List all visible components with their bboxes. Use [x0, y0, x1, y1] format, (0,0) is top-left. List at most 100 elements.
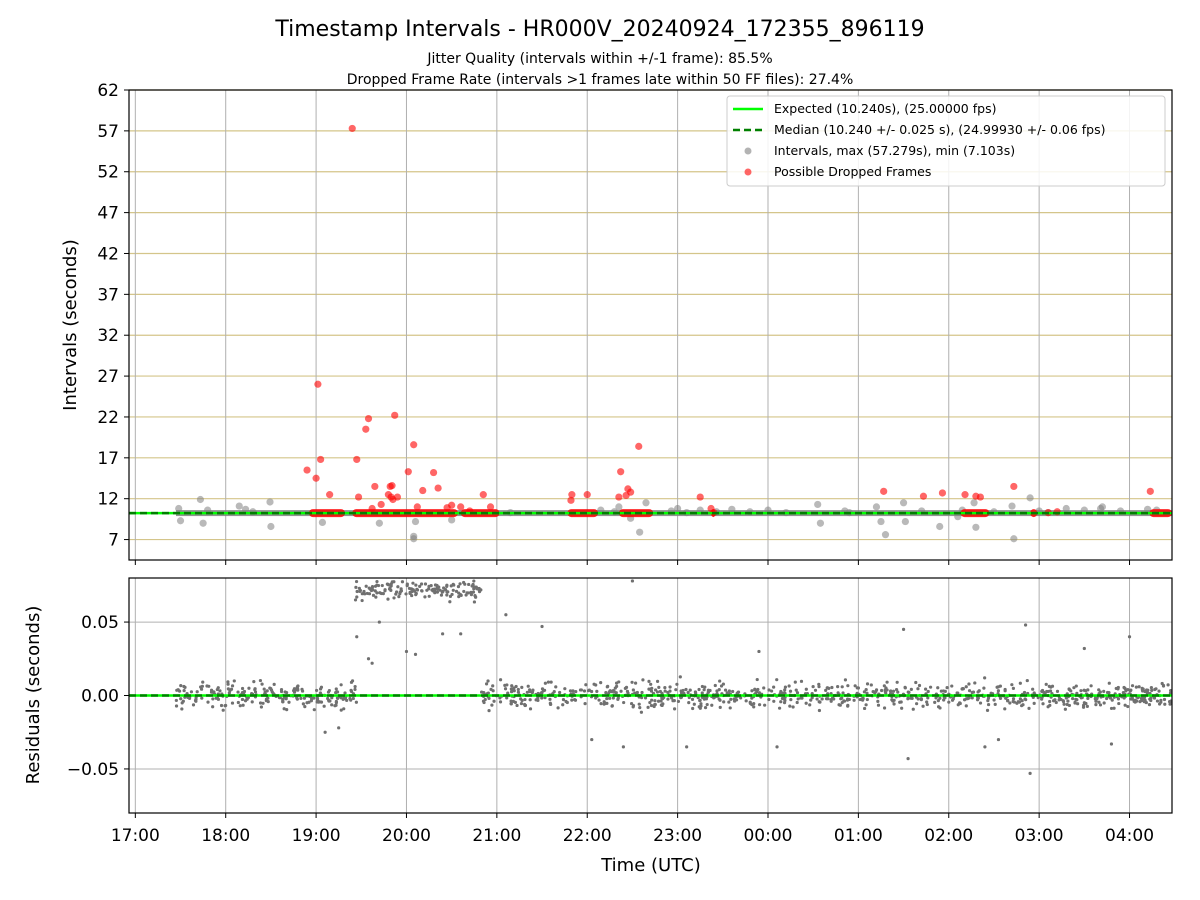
residual-point	[250, 700, 254, 704]
residual-point	[631, 688, 635, 692]
residual-point	[471, 582, 475, 587]
y-tick-label: 57	[97, 122, 119, 142]
residual-outlier	[630, 579, 635, 583]
residual-point	[1112, 706, 1116, 710]
residual-point	[705, 702, 709, 707]
dropped-point	[1146, 487, 1154, 495]
residual-point	[985, 708, 990, 712]
residual-point	[469, 593, 474, 597]
dropped-point	[410, 441, 418, 449]
interval-point	[872, 503, 881, 511]
residual-point	[1006, 699, 1010, 703]
residual-point	[605, 701, 609, 705]
residual-point	[375, 583, 379, 587]
residual-point	[1066, 699, 1070, 703]
residual-point	[536, 698, 540, 702]
residual-point	[383, 588, 387, 592]
residual-point	[561, 703, 565, 707]
residual-point	[253, 687, 257, 691]
residual-point	[856, 686, 861, 690]
residual-point	[353, 598, 358, 602]
interval-point	[636, 528, 644, 536]
residual-point	[283, 690, 287, 694]
residual-point	[978, 701, 983, 705]
residual-point	[1085, 704, 1089, 708]
residual-point	[328, 699, 332, 703]
residual-point	[843, 678, 848, 682]
residual-point	[1044, 682, 1048, 686]
residual-point	[565, 700, 569, 705]
residual-point	[891, 689, 896, 693]
residual-point	[650, 698, 654, 702]
residual-point	[353, 684, 357, 689]
legend-dropped-label: Possible Dropped Frames	[774, 164, 931, 179]
dropped-point	[364, 414, 373, 423]
residual-point	[1109, 706, 1114, 711]
residual-point	[1117, 701, 1121, 706]
residual-point	[657, 685, 661, 689]
residual-point	[1076, 702, 1080, 706]
residual-point	[1074, 684, 1078, 688]
residual-point	[783, 698, 787, 703]
interval-point	[901, 517, 909, 526]
dropped-point	[391, 411, 399, 419]
residual-point	[404, 592, 408, 596]
residual-point	[753, 687, 757, 691]
residual-point	[928, 685, 933, 689]
residual-point	[301, 702, 305, 706]
residual-point	[319, 700, 324, 704]
residual-point	[1061, 699, 1066, 704]
residual-point	[420, 589, 424, 593]
residual-point	[435, 590, 440, 594]
residual-point	[452, 583, 456, 587]
x-tick-label: 01:00	[834, 826, 883, 846]
dropped-point	[635, 442, 643, 450]
residual-point	[650, 686, 654, 690]
residual-point	[1081, 705, 1086, 709]
residual-point	[367, 592, 372, 596]
residual-point	[783, 685, 788, 689]
residual-point	[876, 699, 880, 703]
residual-point	[448, 594, 453, 598]
residual-point	[456, 585, 461, 589]
intervals-frame	[128, 89, 1173, 561]
y-tick-label: 7	[108, 531, 119, 551]
residual-point	[371, 588, 375, 592]
residual-point	[487, 709, 491, 713]
residual-point	[1015, 701, 1019, 705]
residual-point	[862, 690, 866, 694]
residual-point	[259, 705, 264, 709]
residual-point	[1147, 703, 1152, 707]
residual-point	[1124, 689, 1128, 693]
dropped-point	[486, 503, 495, 511]
residual-point	[640, 690, 644, 695]
x-axis-label: Time (UTC)	[600, 855, 701, 876]
residual-point	[471, 590, 476, 594]
residual-point	[923, 687, 928, 691]
interval-point	[970, 499, 978, 507]
chart-subtitle-dropped: Dropped Frame Rate (intervals >1 frames …	[347, 72, 854, 88]
residual-point	[516, 687, 520, 692]
residual-point	[1041, 702, 1045, 706]
residual-point	[174, 704, 179, 708]
residual-point	[606, 684, 610, 688]
residual-point	[458, 582, 462, 586]
residual-point	[789, 698, 793, 702]
residual-outlier	[404, 649, 409, 654]
residual-point	[882, 706, 887, 710]
interval-point	[954, 513, 962, 521]
residual-point	[756, 687, 760, 692]
residual-point	[474, 595, 478, 599]
x-tick-label: 21:00	[472, 826, 521, 846]
x-tick-label: 22:00	[563, 826, 612, 846]
residual-point	[351, 696, 355, 701]
legend-intervals-marker	[744, 147, 752, 155]
residual-point	[911, 707, 915, 711]
residual-point	[584, 683, 588, 687]
residual-point	[316, 699, 321, 704]
residual-point	[1123, 703, 1127, 707]
residual-point	[861, 696, 865, 701]
residual-point	[906, 697, 910, 701]
residual-point	[436, 587, 440, 591]
residual-point	[1048, 689, 1053, 693]
